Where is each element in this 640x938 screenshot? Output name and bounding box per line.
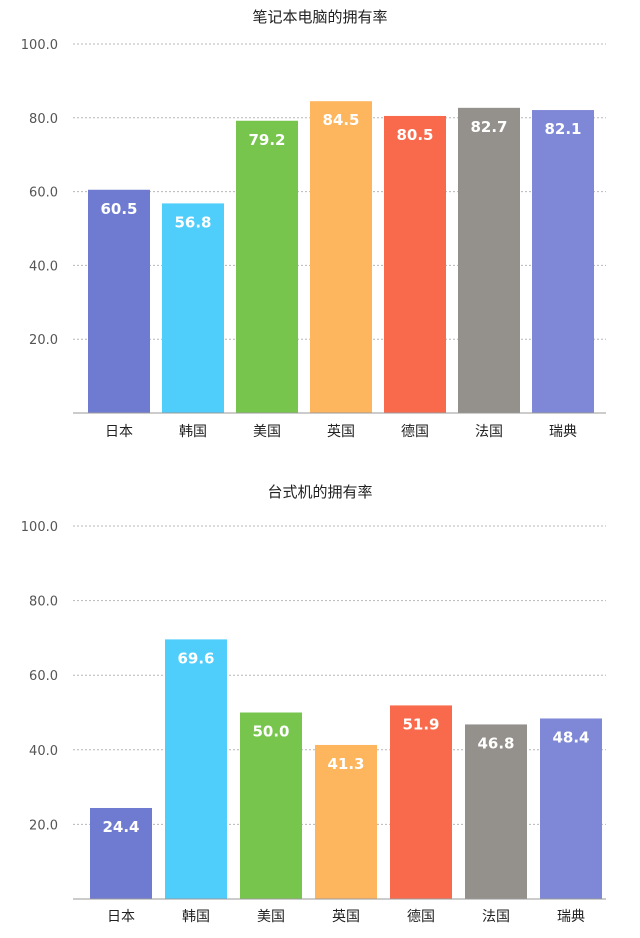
x-tick-label: 德国 [401,424,429,440]
x-tick-label: 韩国 [179,424,207,440]
bar-3 [236,120,298,413]
desktop-chart-svg: 台式机的拥有率 20.0 40.0 60.0 80.0 100.0 24.4 日本 69.6 韩国… [21,483,606,925]
data-label: 24.4 [102,818,139,836]
bar-4 [315,744,377,899]
chart-title: 台式机的拥有率 [267,483,372,501]
bar-2 [165,639,227,899]
x-tick-label: 美国 [257,909,285,925]
data-label: 46.8 [477,734,514,752]
bar-2 [162,203,224,413]
x-tick-label: 法国 [475,424,503,440]
bar-3 [240,712,302,899]
x-tick-label: 韩国 [182,909,210,925]
bar-6 [458,107,520,413]
bar-1 [90,807,152,899]
bar-4 [310,101,372,413]
x-tick-label: 美国 [253,424,281,440]
bar-7 [532,110,594,414]
y-tick-label: 60.0 [29,186,58,201]
y-tick-label: 20.0 [29,818,58,833]
x-tick-label: 德国 [407,909,435,925]
y-tick-label: 80.0 [29,595,58,610]
x-tick-label: 日本 [105,424,133,440]
x-tick-label: 英国 [327,423,355,440]
x-tick-label: 法国 [482,909,510,925]
laptop-chart-svg: 笔记本电脑的拥有率 20.0 40.0 60.0 80.0 100.0 60.5 日本 56.8… [21,8,606,440]
data-label: 41.3 [327,755,364,773]
data-label: 82.1 [544,120,581,138]
y-tick-label: 80.0 [29,112,58,127]
data-label: 82.7 [470,118,507,136]
data-label: 79.2 [248,131,285,149]
chart-title: 笔记本电脑的拥有率 [252,8,387,26]
x-tick-label: 日本 [107,909,135,925]
x-tick-label: 瑞典 [557,909,585,925]
data-label: 51.9 [402,715,439,733]
bar-5 [384,115,446,413]
data-label: 56.8 [174,213,211,231]
y-tick-label: 40.0 [29,744,58,759]
y-tick-label: 60.0 [29,669,58,684]
bar-5 [390,705,452,899]
y-tick-label: 40.0 [29,259,58,274]
laptop-ownership-chart: 笔记本电脑的拥有率 20.0 40.0 60.0 80.0 100.0 60.5 日本 56.8… [0,0,640,460]
y-tick-label: 100.0 [21,520,58,535]
bar-6 [465,724,527,899]
y-tick-label: 100.0 [21,38,58,53]
data-label: 60.5 [100,200,137,218]
data-label: 84.5 [322,111,359,129]
y-tick-label: 20.0 [29,333,58,348]
data-label: 48.4 [552,728,589,746]
bar-7 [540,718,602,899]
desktop-ownership-chart: 台式机的拥有率 20.0 40.0 60.0 80.0 100.0 24.4 日本 69.6 韩国… [0,480,640,938]
bar-1 [88,189,150,413]
data-label: 69.6 [177,649,214,667]
x-tick-label: 英国 [332,908,360,925]
data-label: 50.0 [252,723,289,741]
x-tick-label: 瑞典 [549,424,577,440]
data-label: 80.5 [396,126,433,144]
